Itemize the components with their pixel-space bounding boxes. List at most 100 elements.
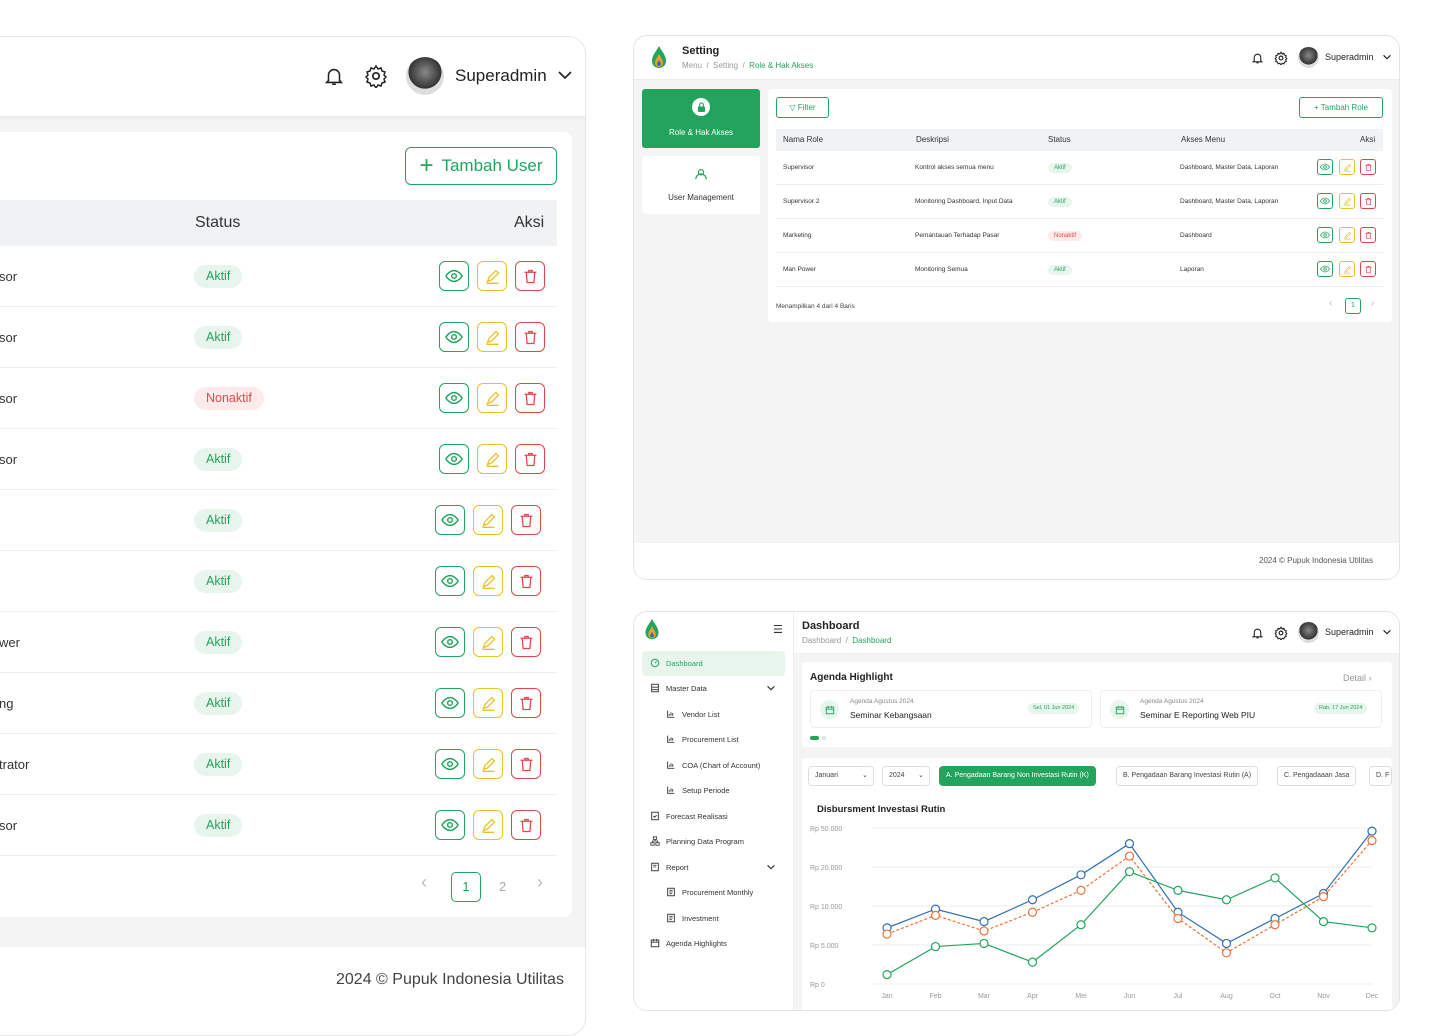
view-button[interactable] bbox=[1317, 227, 1333, 243]
bell-icon[interactable] bbox=[1251, 51, 1264, 65]
tab-c[interactable]: C. Pengadaaan Jasa bbox=[1277, 766, 1357, 786]
bell-icon[interactable] bbox=[1251, 626, 1264, 640]
delete-button[interactable] bbox=[515, 444, 545, 474]
prev-page-icon[interactable]: ‹ bbox=[421, 872, 427, 892]
chevron-down-icon[interactable] bbox=[767, 685, 775, 691]
data-point[interactable] bbox=[1367, 826, 1377, 836]
bell-icon[interactable] bbox=[323, 64, 345, 88]
year-select[interactable]: 2024 ⌄ bbox=[882, 766, 930, 786]
chevron-down-icon[interactable] bbox=[1383, 54, 1391, 60]
carousel-dot[interactable] bbox=[822, 736, 826, 740]
data-point[interactable] bbox=[882, 929, 892, 939]
view-button[interactable] bbox=[439, 261, 469, 291]
edit-button[interactable] bbox=[1339, 159, 1355, 175]
data-point[interactable] bbox=[1270, 873, 1280, 883]
data-point[interactable] bbox=[1318, 892, 1329, 902]
edit-button[interactable] bbox=[1339, 261, 1355, 277]
chevron-down-icon[interactable] bbox=[767, 864, 775, 870]
edit-button[interactable] bbox=[473, 749, 503, 779]
menu-item-dashboard[interactable]: Dashboard bbox=[650, 658, 703, 668]
menu-item-procurement-list[interactable]: Procurement List bbox=[666, 734, 739, 744]
menu-item-investment[interactable]: Investment bbox=[666, 913, 719, 923]
delete-button[interactable] bbox=[515, 261, 545, 291]
gear-icon[interactable] bbox=[1274, 626, 1288, 640]
data-point[interactable] bbox=[979, 926, 989, 936]
edit-button[interactable] bbox=[473, 627, 503, 657]
edit-button[interactable] bbox=[477, 261, 507, 291]
user-name[interactable]: Superadmin bbox=[1325, 627, 1374, 637]
menu-item-report[interactable]: Report bbox=[650, 862, 689, 872]
menu-item-coa-chart-of-account[interactable]: COA (Chart of Account) bbox=[666, 760, 760, 770]
edit-button[interactable] bbox=[1339, 193, 1355, 209]
data-point[interactable] bbox=[1124, 839, 1135, 849]
data-point[interactable] bbox=[1076, 885, 1086, 896]
view-button[interactable] bbox=[435, 627, 465, 657]
view-button[interactable] bbox=[1317, 159, 1333, 175]
data-point[interactable] bbox=[1076, 870, 1086, 880]
menu-item-agenda-highlights[interactable]: Agenda Highlights bbox=[650, 938, 727, 948]
menu-item-planning-data-program[interactable]: Planning Data Program bbox=[650, 836, 744, 846]
gear-icon[interactable] bbox=[1274, 51, 1288, 65]
page-2[interactable]: 2 bbox=[499, 879, 507, 894]
menu-item-master-data[interactable]: Master Data bbox=[650, 683, 707, 693]
edit-button[interactable] bbox=[477, 322, 507, 352]
view-button[interactable] bbox=[435, 566, 465, 596]
edit-button[interactable] bbox=[473, 810, 503, 840]
data-point[interactable] bbox=[1173, 913, 1183, 924]
menu-item-forecast-realisasi[interactable]: Forecast Realisasi bbox=[650, 811, 728, 821]
delete-button[interactable] bbox=[515, 322, 545, 352]
delete-button[interactable] bbox=[1360, 227, 1376, 243]
data-point[interactable] bbox=[979, 916, 989, 927]
data-point[interactable] bbox=[1367, 835, 1377, 846]
gear-icon[interactable] bbox=[364, 64, 388, 88]
page-1[interactable]: 1 bbox=[451, 872, 481, 902]
tab-a[interactable]: A. Pengadaan Barang Non Investasi Rutin … bbox=[939, 766, 1096, 786]
menu-item-procurement-monthly[interactable]: Procurement Monthly bbox=[666, 887, 753, 897]
data-point[interactable] bbox=[882, 970, 892, 980]
add-role-button[interactable]: + Tambah Role bbox=[1299, 97, 1383, 118]
data-point[interactable] bbox=[1124, 867, 1135, 877]
next-page-icon[interactable]: › bbox=[1371, 298, 1375, 309]
delete-button[interactable] bbox=[1360, 193, 1376, 209]
agenda-detail-link[interactable]: Detail › bbox=[1343, 673, 1372, 683]
avatar[interactable] bbox=[1298, 47, 1319, 68]
edit-button[interactable] bbox=[473, 505, 503, 535]
setting-sidebar-item-user[interactable]: User Management bbox=[642, 156, 760, 214]
data-point[interactable] bbox=[930, 941, 941, 952]
menu-item-vendor-list[interactable]: Vendor List bbox=[666, 709, 720, 719]
data-point[interactable] bbox=[1270, 920, 1280, 930]
avatar[interactable] bbox=[406, 57, 444, 95]
data-point[interactable] bbox=[1221, 895, 1232, 905]
agenda-item[interactable]: Agenda Agustus 2024 Seminar E Reporting … bbox=[1100, 690, 1382, 728]
delete-button[interactable] bbox=[511, 627, 541, 657]
data-point[interactable] bbox=[979, 938, 989, 949]
data-point[interactable] bbox=[1318, 916, 1329, 927]
edit-button[interactable] bbox=[1339, 227, 1355, 243]
view-button[interactable] bbox=[1317, 261, 1333, 277]
data-point[interactable] bbox=[1076, 920, 1086, 930]
view-button[interactable] bbox=[439, 322, 469, 352]
data-point[interactable] bbox=[1027, 957, 1038, 967]
user-name[interactable]: Superadmin bbox=[1325, 52, 1374, 62]
delete-button[interactable] bbox=[515, 383, 545, 413]
view-button[interactable] bbox=[439, 383, 469, 413]
setting-sidebar-item-role[interactable]: Role & Hak Akses bbox=[642, 89, 760, 148]
delete-button[interactable] bbox=[511, 688, 541, 718]
delete-button[interactable] bbox=[511, 749, 541, 779]
carousel-dot-active[interactable] bbox=[810, 736, 819, 740]
edit-button[interactable] bbox=[477, 383, 507, 413]
chevron-down-icon[interactable] bbox=[1383, 629, 1391, 635]
delete-button[interactable] bbox=[1360, 159, 1376, 175]
view-button[interactable] bbox=[439, 444, 469, 474]
edit-button[interactable] bbox=[473, 566, 503, 596]
data-point[interactable] bbox=[1173, 885, 1183, 896]
delete-button[interactable] bbox=[511, 810, 541, 840]
delete-button[interactable] bbox=[1360, 261, 1376, 277]
data-point[interactable] bbox=[930, 910, 941, 920]
delete-button[interactable] bbox=[511, 566, 541, 596]
chevron-down-icon[interactable] bbox=[558, 70, 572, 80]
data-point[interactable] bbox=[1367, 923, 1377, 933]
data-point[interactable] bbox=[1221, 948, 1232, 958]
add-user-button[interactable]: + Tambah User bbox=[405, 147, 557, 185]
next-page-icon[interactable]: › bbox=[537, 872, 543, 892]
